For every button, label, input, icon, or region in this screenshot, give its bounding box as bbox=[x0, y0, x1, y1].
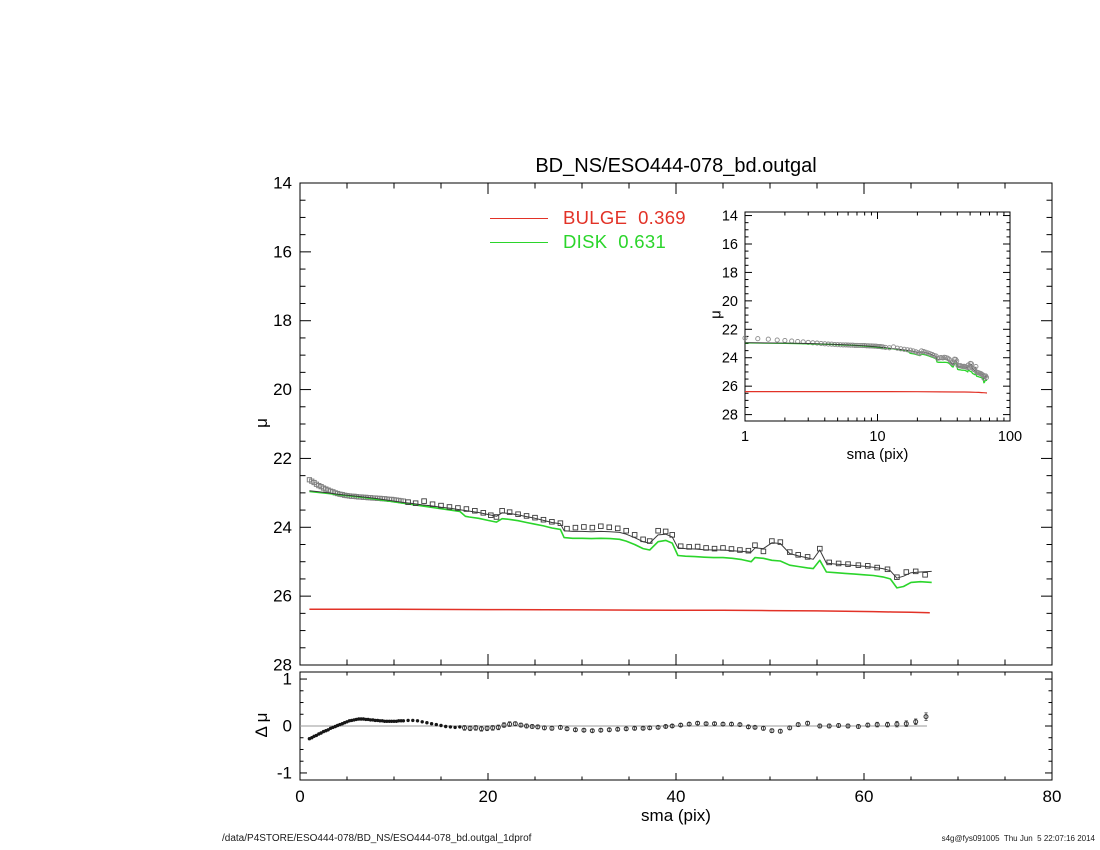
bulge-line-swatch bbox=[490, 217, 548, 219]
svg-text:0: 0 bbox=[295, 787, 304, 806]
main-y-axis-label: μ bbox=[252, 418, 271, 428]
svg-text:14: 14 bbox=[273, 174, 292, 193]
svg-text:22: 22 bbox=[722, 322, 738, 338]
main-series-disk bbox=[309, 490, 932, 589]
svg-text:26: 26 bbox=[273, 587, 292, 606]
svg-text:22: 22 bbox=[273, 449, 292, 468]
main-series-bulge bbox=[309, 608, 930, 614]
svg-text:100: 100 bbox=[998, 429, 1022, 445]
legend-item-disk: DISK 0.631 bbox=[490, 230, 686, 254]
svg-text:24: 24 bbox=[273, 518, 292, 537]
svg-text:16: 16 bbox=[273, 242, 292, 261]
svg-text:20: 20 bbox=[479, 787, 498, 806]
inset-y-axis-label: μ bbox=[707, 310, 725, 319]
residual-y-axis-label: Δ μ bbox=[252, 712, 271, 738]
svg-text:26: 26 bbox=[722, 379, 738, 395]
inset-x-axis-label: sma (pix) bbox=[846, 446, 909, 463]
inset-series-bulge bbox=[745, 391, 988, 394]
svg-text:0: 0 bbox=[283, 717, 292, 736]
footer-host-timestamp: s4g@fys091005 Thu Jun 5 22:07:16 2014 bbox=[941, 834, 1095, 843]
svg-text:1: 1 bbox=[283, 670, 292, 689]
svg-text:14: 14 bbox=[722, 209, 738, 225]
footer-file-path: /data/P4STORE/ESO444-078/BD_NS/ESO444-07… bbox=[222, 833, 532, 844]
axes: 0 20 40 60 801416182022242628-10114161820222… bbox=[273, 174, 1061, 807]
svg-text:16: 16 bbox=[722, 237, 738, 253]
legend: BULGE 0.369 DISK 0.631 bbox=[490, 206, 686, 254]
svg-text:18: 18 bbox=[273, 311, 292, 330]
main-series-observed bbox=[405, 498, 928, 580]
page-title: BD_NS/ESO444-078_bd.outgal bbox=[535, 155, 817, 177]
legend-item-bulge: BULGE 0.369 bbox=[490, 206, 686, 230]
svg-text:28: 28 bbox=[722, 408, 738, 424]
svg-text:-1: -1 bbox=[277, 763, 292, 782]
svg-text:28: 28 bbox=[273, 656, 292, 675]
svg-text:60: 60 bbox=[855, 787, 874, 806]
svg-text:40: 40 bbox=[667, 787, 686, 806]
svg-text:80: 80 bbox=[1043, 787, 1062, 806]
svg-text:1: 1 bbox=[741, 429, 749, 445]
main-series-observed-dense bbox=[306, 477, 406, 504]
inset-series-observed bbox=[882, 344, 990, 381]
svg-text:24: 24 bbox=[722, 351, 738, 367]
disk-legend-label: DISK 0.631 bbox=[563, 231, 667, 252]
svg-text:20: 20 bbox=[722, 294, 738, 310]
residual-series-residual bbox=[462, 712, 929, 734]
x-axis-label: sma (pix) bbox=[641, 806, 711, 825]
svg-text:18: 18 bbox=[722, 265, 738, 281]
disk-line-swatch bbox=[490, 241, 548, 243]
main-series-model bbox=[309, 490, 932, 579]
svg-text:20: 20 bbox=[273, 380, 292, 399]
svg-text:10: 10 bbox=[869, 429, 885, 445]
bulge-legend-label: BULGE 0.369 bbox=[563, 207, 686, 228]
residual-series-residual-dense bbox=[307, 717, 462, 741]
